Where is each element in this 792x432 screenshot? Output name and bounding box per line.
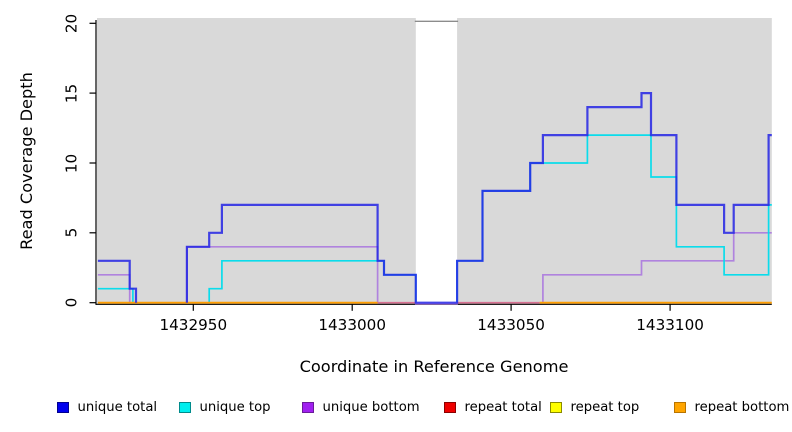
legend-item-unique-total: unique total (57, 400, 157, 415)
series-line-unique-total (97, 92, 772, 304)
y-tick-label-0: 0 (62, 297, 80, 308)
y-tick-label-15: 15 (62, 83, 80, 103)
x-tick-label-1432950: 1432950 (159, 316, 228, 334)
legend-swatch-repeat-top (550, 401, 562, 414)
legend-swatch-repeat-bottom (674, 401, 686, 414)
legend-label-unique-top: unique top (199, 400, 271, 415)
legend-swatch-unique-total (57, 401, 69, 414)
x-tick-label-1433100: 1433100 (636, 316, 704, 334)
legend-label-repeat-top: repeat top (570, 400, 640, 415)
x-axis-title: Coordinate in Reference Genome (299, 357, 569, 376)
legend-item-repeat-total: repeat total (444, 400, 542, 415)
legend-item-repeat-top: repeat top (550, 400, 639, 415)
legend-item-repeat-bottom: repeat bottom (674, 400, 789, 415)
legend-label-unique-total: unique total (77, 400, 158, 415)
y-tick-label-20: 20 (62, 13, 80, 33)
legend-label-repeat-bottom: repeat bottom (694, 400, 790, 415)
x-tick-label-1433000: 1433000 (318, 316, 386, 334)
y-tick-label-10: 10 (62, 153, 80, 173)
legend-swatch-repeat-total (444, 401, 456, 414)
legend-swatch-unique-bottom (302, 401, 314, 414)
legend-item-unique-top: unique top (179, 400, 271, 415)
legend-label-unique-bottom: unique bottom (322, 400, 420, 415)
x-tick-label-1433050: 1433050 (477, 316, 545, 334)
legend-swatch-unique-top (179, 401, 191, 414)
y-tick-label-5: 5 (62, 227, 80, 238)
legend-item-unique-bottom: unique bottom (302, 400, 420, 415)
legend: unique total unique top unique bottom repea… (0, 400, 792, 424)
no-data-gap (415, 18, 458, 305)
legend-label-repeat-total: repeat total (464, 400, 542, 415)
y-axis-title: Read Coverage Depth (17, 72, 36, 250)
